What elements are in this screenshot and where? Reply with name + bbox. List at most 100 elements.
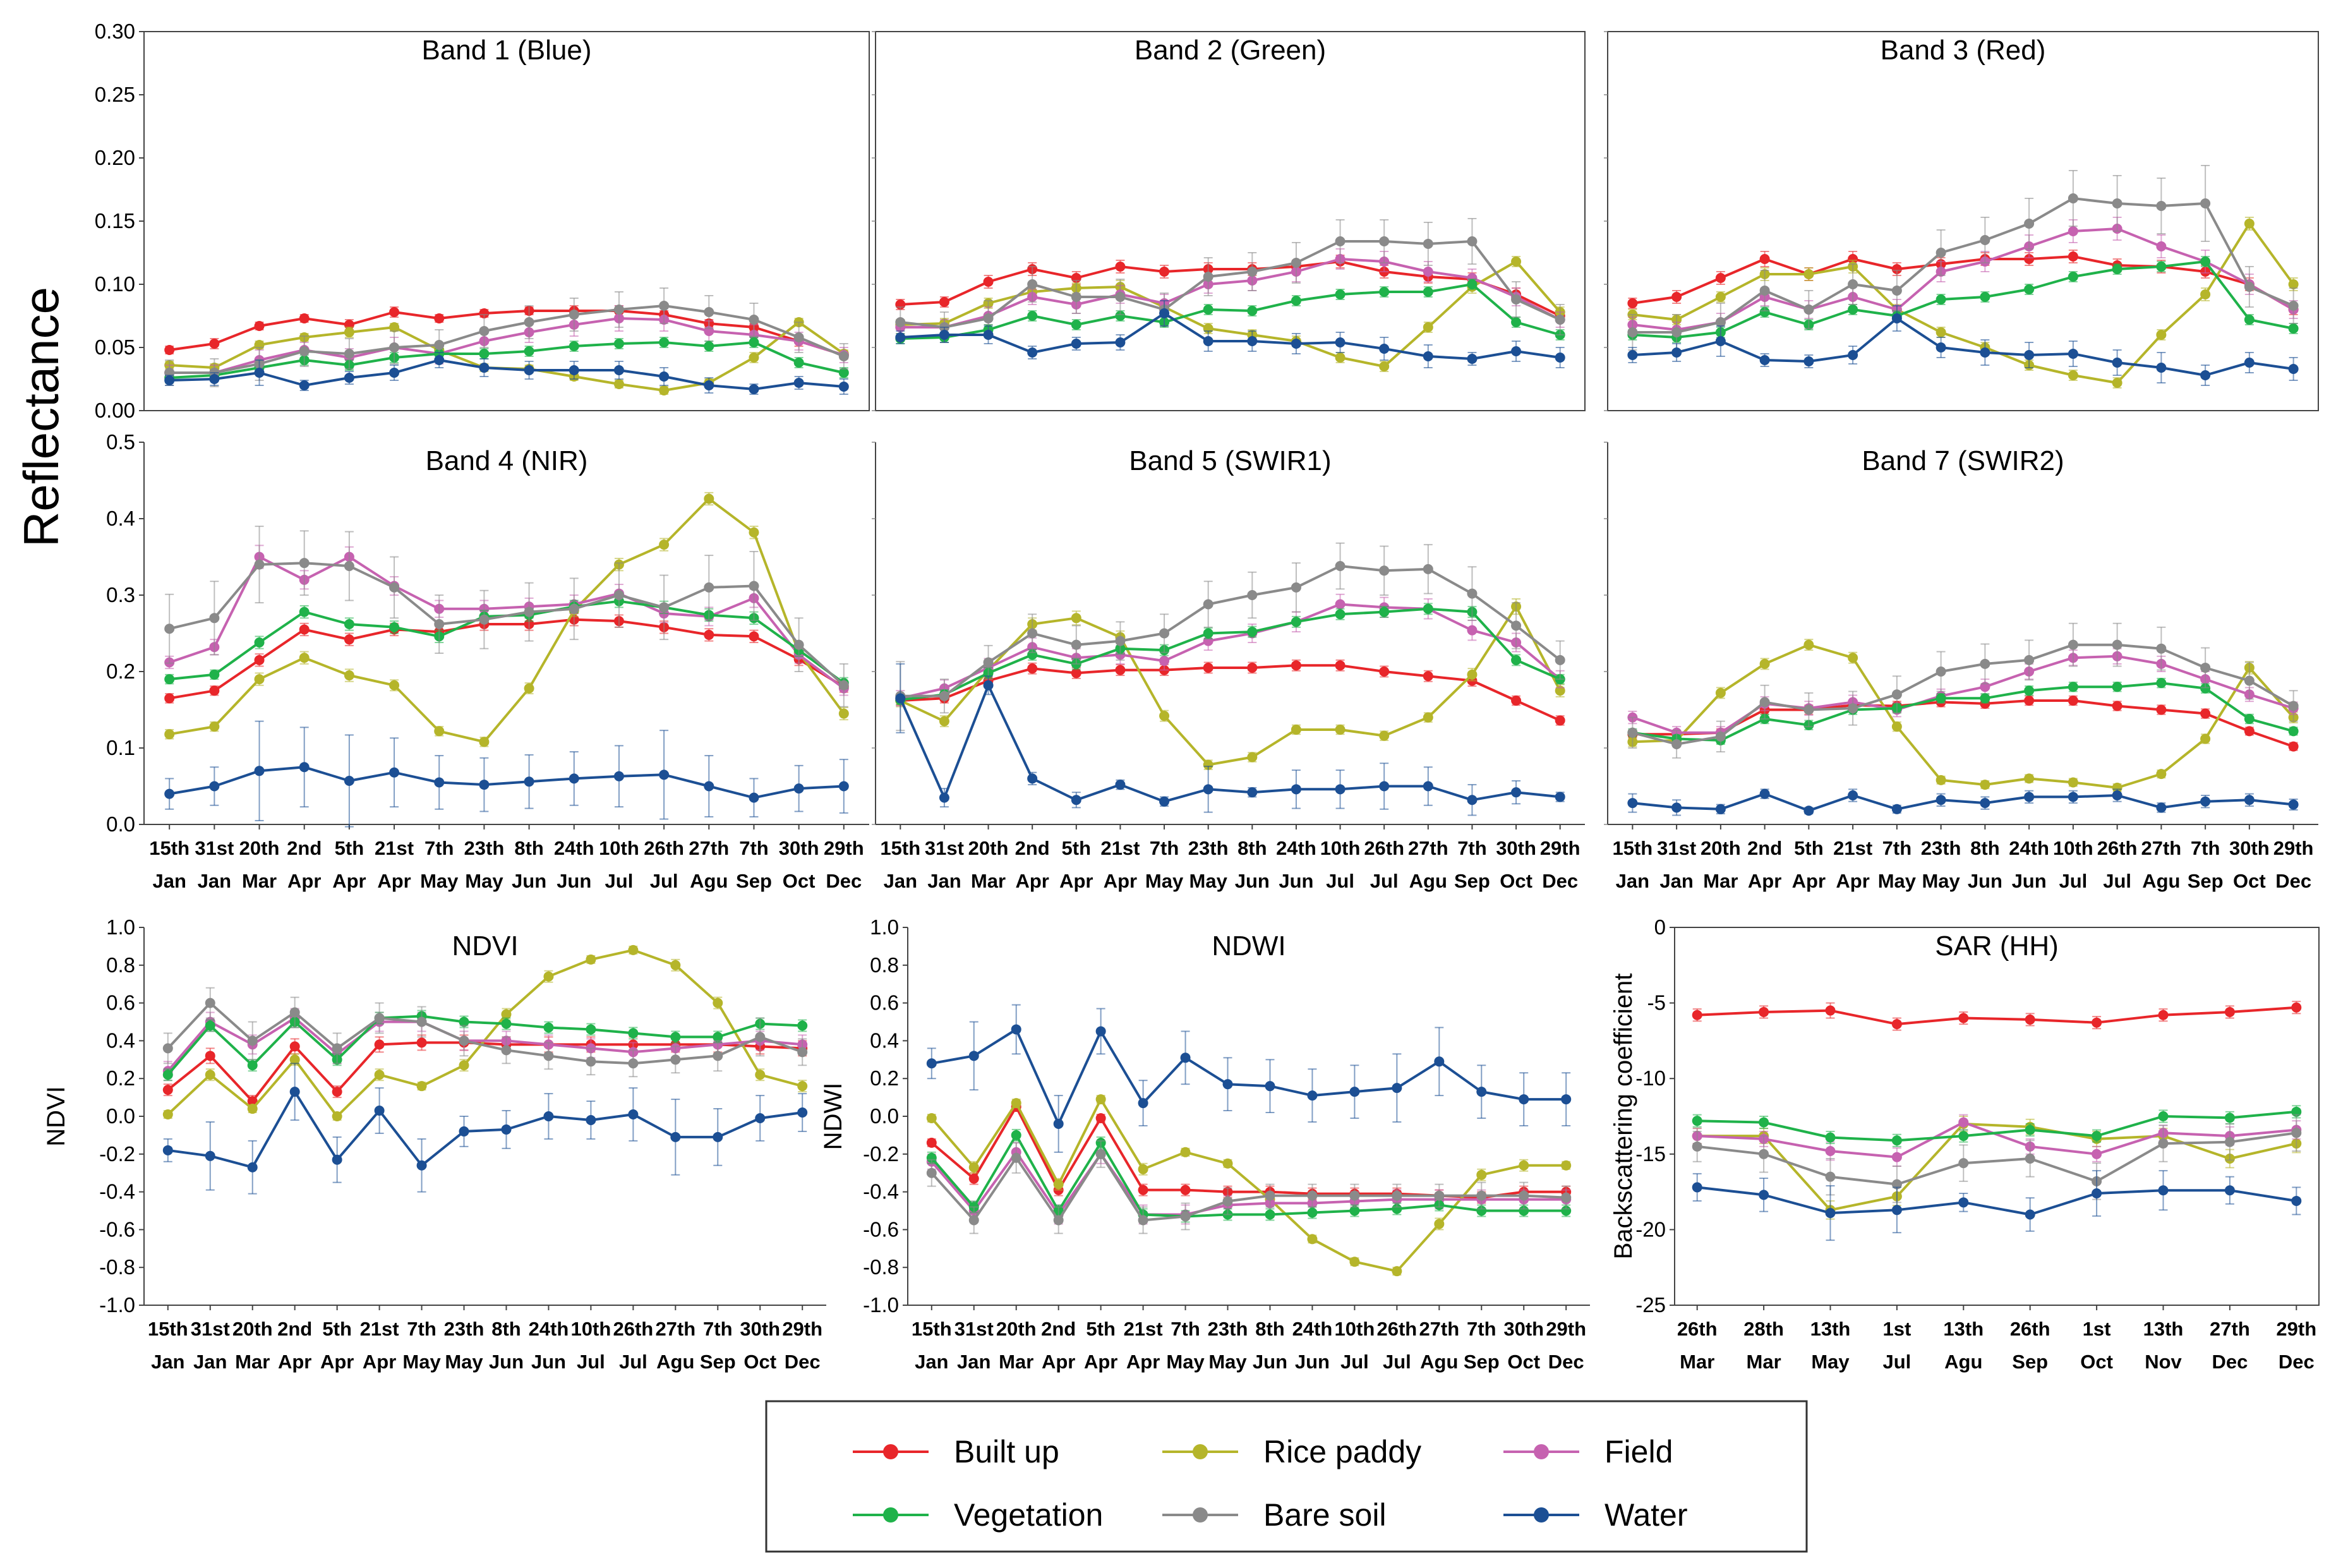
data-point bbox=[1307, 1234, 1318, 1245]
y-tick-label: -0.6 bbox=[99, 1217, 135, 1241]
data-point bbox=[1936, 795, 1946, 805]
x-tick-label: Jan bbox=[198, 870, 231, 892]
data-point bbox=[1180, 1185, 1191, 1195]
data-point bbox=[332, 1043, 342, 1054]
data-point bbox=[389, 622, 400, 632]
data-point bbox=[586, 1024, 596, 1035]
chart-title: NDWI bbox=[1212, 931, 1285, 962]
data-point bbox=[2200, 733, 2211, 744]
data-point bbox=[1247, 752, 1258, 763]
data-point bbox=[1891, 804, 1902, 814]
data-point bbox=[659, 385, 670, 395]
data-point bbox=[2025, 1153, 2035, 1164]
data-point bbox=[2024, 350, 2035, 360]
y-tick-label: 0.0 bbox=[870, 1104, 899, 1128]
legend-item-vegetation: Vegetation bbox=[853, 1497, 1103, 1533]
data-point bbox=[895, 693, 906, 704]
data-point bbox=[1825, 1208, 1836, 1219]
data-point bbox=[1423, 287, 1433, 297]
legend-label: Built up bbox=[954, 1434, 1059, 1469]
data-point bbox=[2291, 1128, 2302, 1138]
data-point bbox=[2156, 704, 2167, 715]
chart-ndwi: NDWI -1.0 -0.8 -0.6 -0.4 -0.2 0.0 0.2 0.4 0.6 0.8 1… bbox=[819, 915, 1590, 1373]
x-tick-label: 8th bbox=[1970, 837, 2000, 859]
series-line bbox=[169, 562, 845, 687]
data-point bbox=[247, 1035, 258, 1046]
y-tick-label: -0.2 bbox=[99, 1142, 135, 1166]
data-point bbox=[1891, 689, 1902, 700]
x-tick-label: Mar bbox=[999, 1351, 1033, 1373]
data-point bbox=[713, 1131, 723, 1142]
data-point bbox=[2244, 675, 2255, 686]
data-point bbox=[1692, 1182, 1702, 1193]
data-point bbox=[1671, 347, 1682, 358]
data-point bbox=[1392, 1083, 1402, 1094]
x-tick-label: Nov bbox=[2145, 1351, 2182, 1373]
x-tick-label: Jul bbox=[650, 870, 678, 892]
data-point bbox=[1222, 1196, 1233, 1207]
data-point bbox=[1392, 1190, 1402, 1201]
legend-label: Field bbox=[1604, 1434, 1673, 1469]
data-point bbox=[1555, 715, 1565, 726]
data-point bbox=[569, 365, 579, 375]
x-tick-label: 13th bbox=[1810, 1318, 1851, 1340]
data-point bbox=[543, 971, 554, 982]
x-tick-label: Oct bbox=[1500, 870, 1532, 892]
data-point bbox=[1561, 1160, 1572, 1171]
x-tick-label: Agu bbox=[2142, 870, 2180, 892]
data-point bbox=[1511, 787, 1522, 798]
data-point bbox=[1095, 1094, 1106, 1105]
x-tick-label: Sep bbox=[2188, 870, 2224, 892]
data-point bbox=[2024, 654, 2035, 665]
data-point bbox=[2244, 795, 2255, 805]
y-tick-label: 0.5 bbox=[106, 430, 135, 454]
data-point bbox=[434, 618, 445, 629]
data-point bbox=[2200, 370, 2211, 380]
data-point bbox=[2200, 683, 2211, 694]
x-tick-label: 26th bbox=[1364, 837, 1404, 859]
data-point bbox=[2024, 685, 2035, 696]
x-tick-label: 7th bbox=[739, 837, 769, 859]
y-tick-label: -1.0 bbox=[99, 1293, 135, 1317]
data-point bbox=[1692, 1116, 1702, 1126]
data-point bbox=[1247, 662, 1258, 673]
data-point bbox=[1848, 703, 1858, 714]
y-tick-label: 0.6 bbox=[870, 991, 899, 1015]
y-tick-label: 0 bbox=[1654, 915, 1666, 939]
data-point bbox=[1349, 1257, 1360, 1267]
data-point bbox=[2112, 378, 2122, 388]
data-point bbox=[1627, 350, 1638, 360]
data-point bbox=[1848, 790, 1858, 801]
x-tick-label: Jan bbox=[151, 1351, 184, 1373]
data-point bbox=[1392, 1266, 1402, 1277]
x-tick-label: 5th bbox=[1086, 1318, 1116, 1340]
series-vegetation bbox=[1627, 256, 2299, 343]
x-tick-label: 13th bbox=[1943, 1318, 1984, 1340]
x-tick-label: May bbox=[465, 870, 503, 892]
data-point bbox=[1115, 665, 1126, 675]
data-point bbox=[1423, 781, 1433, 792]
x-tick-label: 5th bbox=[1794, 837, 1824, 859]
data-point bbox=[1519, 1205, 1529, 1216]
x-tick-label: 7th bbox=[703, 1318, 733, 1340]
data-point bbox=[2112, 358, 2122, 368]
data-point bbox=[254, 766, 265, 776]
series-vegetation bbox=[926, 1128, 1572, 1223]
data-point bbox=[1891, 1152, 1902, 1162]
series-line bbox=[930, 1150, 1567, 1216]
data-point bbox=[209, 781, 220, 792]
data-point bbox=[2244, 282, 2255, 292]
data-point bbox=[1335, 236, 1346, 246]
y-tick-label: -0.4 bbox=[863, 1180, 899, 1203]
data-point bbox=[1349, 1205, 1360, 1216]
data-point bbox=[1936, 342, 1946, 353]
data-point bbox=[797, 1107, 808, 1118]
data-point bbox=[1379, 666, 1390, 677]
data-point bbox=[1203, 662, 1213, 673]
data-point bbox=[1071, 795, 1081, 805]
data-point bbox=[1891, 1135, 1902, 1146]
y-axis-label: Backscattering coefficient bbox=[1610, 974, 1637, 1260]
series-rice-paddy bbox=[164, 317, 849, 395]
data-point bbox=[1095, 1113, 1106, 1123]
data-point bbox=[659, 337, 670, 347]
